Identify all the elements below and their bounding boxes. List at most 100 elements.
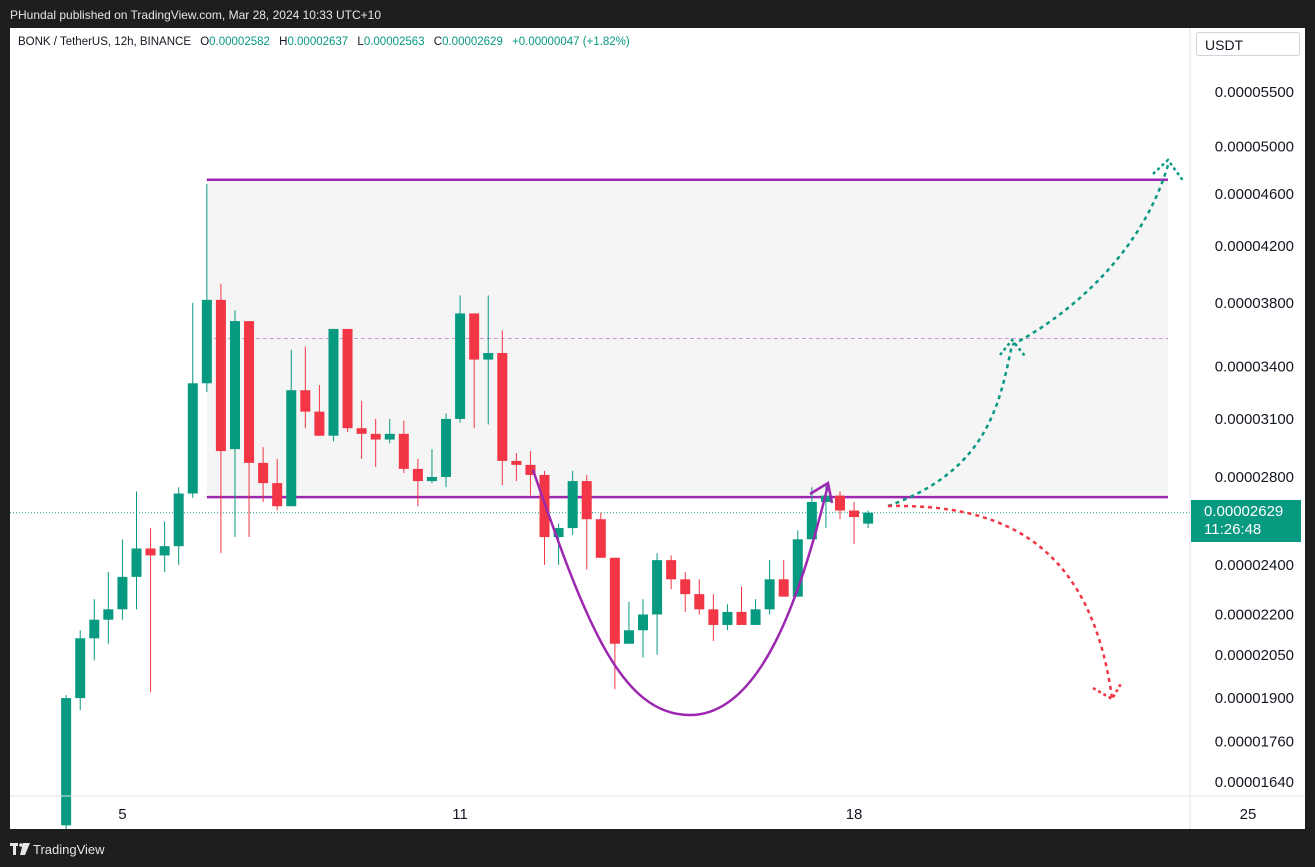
candles (61, 184, 874, 833)
candle-body (258, 462, 269, 484)
x-tick-label-3: 18 (846, 806, 863, 823)
candle-body (61, 698, 72, 826)
candle-body (117, 576, 128, 610)
candle-body (792, 539, 803, 597)
candle-body (609, 557, 620, 644)
candle-body (553, 528, 564, 538)
change-value: +0.00000047 (+1.82%) (512, 36, 630, 48)
ohlc-legend: BONK / TetherUS, 12h, BINANCE O0.0000258… (18, 36, 630, 48)
y-tick-label-13: 0.00001640 (1215, 774, 1294, 791)
candle-body (694, 594, 705, 610)
candle-body (581, 481, 592, 520)
last-price-value: 0.00002629 (1204, 503, 1284, 520)
candle-body (398, 433, 409, 469)
candle-body (173, 493, 184, 547)
candle-body (103, 609, 114, 620)
candle-body (764, 579, 775, 610)
candle-body (300, 390, 311, 412)
up-projection-arrow (887, 164, 1170, 508)
candle-body (244, 321, 255, 463)
y-tick-label-4: 0.00003800 (1215, 295, 1294, 312)
candle-body (441, 418, 452, 477)
x-axis: Mar5111825Apr8 (118, 806, 1257, 823)
cup-arrowhead (809, 481, 834, 504)
candle-body (750, 609, 761, 625)
candle-body (623, 630, 634, 644)
candle-body (131, 548, 142, 577)
open-value: 0.00002582 (209, 36, 270, 48)
candle-body (595, 519, 606, 558)
open-label: O (200, 36, 210, 48)
y-tick-label-8: 0.00002400 (1215, 557, 1294, 574)
candle-body (328, 328, 339, 436)
y-tick-label-10: 0.00002050 (1215, 647, 1294, 664)
candle-body (567, 481, 578, 529)
y-tick-label-2: 0.00004600 (1215, 186, 1294, 203)
candle-body (497, 353, 508, 461)
up-arrowhead-top (1152, 158, 1186, 183)
candle-body (426, 476, 437, 482)
candle-body (469, 313, 480, 360)
candle-body (863, 512, 874, 524)
y-tick-label-3: 0.00004200 (1215, 238, 1294, 255)
y-tick-label-12: 0.00001760 (1215, 734, 1294, 751)
candle-body (272, 483, 283, 507)
candle-body (159, 546, 170, 556)
candle-body (356, 428, 367, 434)
down-projection-arrow (887, 504, 1114, 699)
publisher-bar: PHundal published on TradingView.com, Ma… (0, 0, 1315, 28)
x-tick-label-4: 25 (1240, 806, 1257, 823)
tradingview-logo-icon (10, 843, 30, 855)
candle-body (708, 609, 719, 625)
y-tick-label-1: 0.00005000 (1215, 138, 1294, 155)
candle-body (722, 611, 733, 625)
candle-body (75, 638, 86, 699)
candle-body (680, 579, 691, 595)
cup-curve (531, 469, 830, 717)
candle-body (525, 464, 536, 475)
candle-body (638, 614, 649, 631)
candle-body (820, 495, 831, 502)
y-tick-label-7: 0.00002800 (1215, 469, 1294, 486)
candle-body (342, 328, 353, 429)
published-text: PHundal published on TradingView.com, Ma… (10, 8, 382, 22)
candle-body (834, 495, 845, 511)
candle-body (666, 560, 677, 580)
candle-body (89, 619, 100, 639)
candle-body (412, 468, 423, 482)
candle-body (187, 383, 198, 494)
candle-body (314, 411, 325, 436)
candle-body (652, 560, 663, 615)
candle-body (229, 321, 240, 450)
down-arrowhead (1092, 681, 1124, 701)
y-axis: 0.00005500 0.00005000 0.00004600 0.00004200… (1215, 84, 1294, 791)
candle-body (483, 353, 494, 360)
close-value: 0.00002629 (442, 36, 503, 48)
candle-body (370, 433, 381, 440)
high-value: 0.00002637 (287, 36, 349, 48)
candle-body (511, 460, 522, 465)
candle-body (384, 433, 395, 440)
candle-body (736, 611, 747, 625)
footer-brand[interactable]: TradingView (33, 842, 105, 857)
candle-body (286, 390, 297, 507)
close-label: C (433, 36, 443, 48)
y-tick-label-5: 0.00003400 (1215, 358, 1294, 375)
candle-body (849, 510, 860, 518)
candle-body (145, 548, 156, 556)
candle-body (215, 299, 226, 452)
bar-countdown: 11:26:48 (1204, 521, 1262, 538)
candle-body (201, 299, 212, 384)
high-label: H (279, 36, 288, 48)
currency-selector[interactable]: USDT (1196, 32, 1300, 56)
candle-body (455, 313, 466, 419)
footer-bar: TradingView (0, 829, 1315, 867)
symbol-label[interactable]: BONK / TetherUS, 12h, BINANCE (18, 36, 191, 48)
y-tick-label-11: 0.00001900 (1215, 690, 1294, 707)
candle-body (806, 501, 817, 540)
y-tick-label-6: 0.00003100 (1215, 411, 1294, 428)
candle-body (778, 579, 789, 597)
y-tick-label-9: 0.00002200 (1215, 606, 1294, 623)
up-arrowhead-mid (999, 338, 1026, 357)
